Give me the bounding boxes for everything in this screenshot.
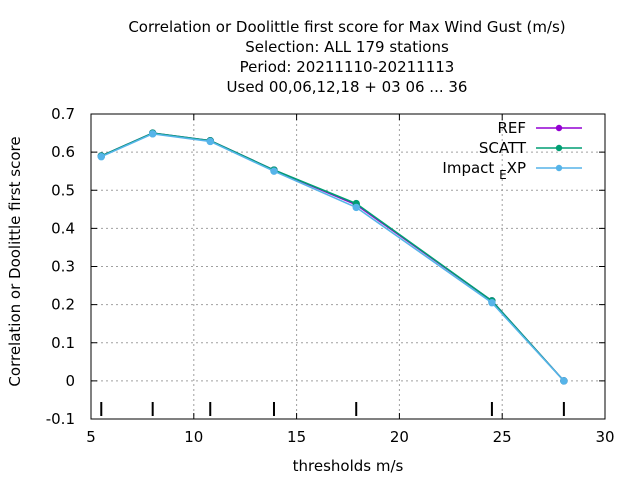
threshold-marks <box>100 402 565 416</box>
data-point <box>97 153 105 161</box>
y-axis-label: Correlation or Doolittle first score <box>6 136 24 386</box>
legend-label: SCATT <box>479 139 527 157</box>
legend-marker <box>555 144 563 152</box>
data-point <box>488 299 496 307</box>
data-point <box>206 137 214 146</box>
chart-title: Correlation or Doolittle first score for… <box>128 18 565 96</box>
x-tick-labels: 5 10 15 20 25 30 <box>86 428 614 446</box>
legend-label-sub: E <box>499 168 507 182</box>
x-tick-label: 20 <box>390 428 409 446</box>
y-tick-labels: -0.1 0 0.1 0.2 0.3 0.4 0.5 0.6 0.7 <box>46 105 75 428</box>
legend-label: REF <box>497 119 526 137</box>
y-tick-label: 0.2 <box>51 296 75 314</box>
x-axis-label: thresholds m/s <box>293 457 404 475</box>
x-tick-label: 15 <box>287 428 306 446</box>
y-tick-label: 0.7 <box>51 105 75 123</box>
plot-border <box>90 113 606 420</box>
legend: REF SCATT Impact EXP <box>442 119 582 182</box>
y-tick-label: -0.1 <box>46 410 75 428</box>
chart-title-line: Selection: ALL 179 stations <box>245 38 449 56</box>
data-point <box>270 167 278 175</box>
data-point <box>148 130 157 138</box>
x-tick-label: 10 <box>184 428 203 446</box>
data-point <box>352 203 360 212</box>
grid <box>91 114 605 419</box>
legend-marker <box>555 164 563 172</box>
y-tick-label: 0.6 <box>51 143 75 161</box>
chart-title-line: Used 00,06,12,18 + 03 06 ... 36 <box>227 78 468 96</box>
y-tick-label: 0.1 <box>51 334 75 352</box>
legend-label: Impact EXP <box>442 159 526 182</box>
x-tick-label: 25 <box>493 428 512 446</box>
data-point <box>560 377 568 385</box>
y-tick-label: 0.3 <box>51 258 75 276</box>
legend-label-tail: XP <box>507 159 526 177</box>
legend-marker <box>555 124 563 132</box>
y-tick-label: 0.4 <box>51 219 75 237</box>
legend-label-main: Impact <box>442 159 499 177</box>
x-tick-label: 30 <box>595 428 614 446</box>
y-tick-label: 0.5 <box>51 181 75 199</box>
series <box>97 129 568 385</box>
chart-title-line: Period: 20211110-20211113 <box>240 58 455 76</box>
y-tick-label: 0 <box>65 372 75 390</box>
x-tick-label: 5 <box>86 428 96 446</box>
chart-title-line: Correlation or Doolittle first score for… <box>128 18 565 36</box>
